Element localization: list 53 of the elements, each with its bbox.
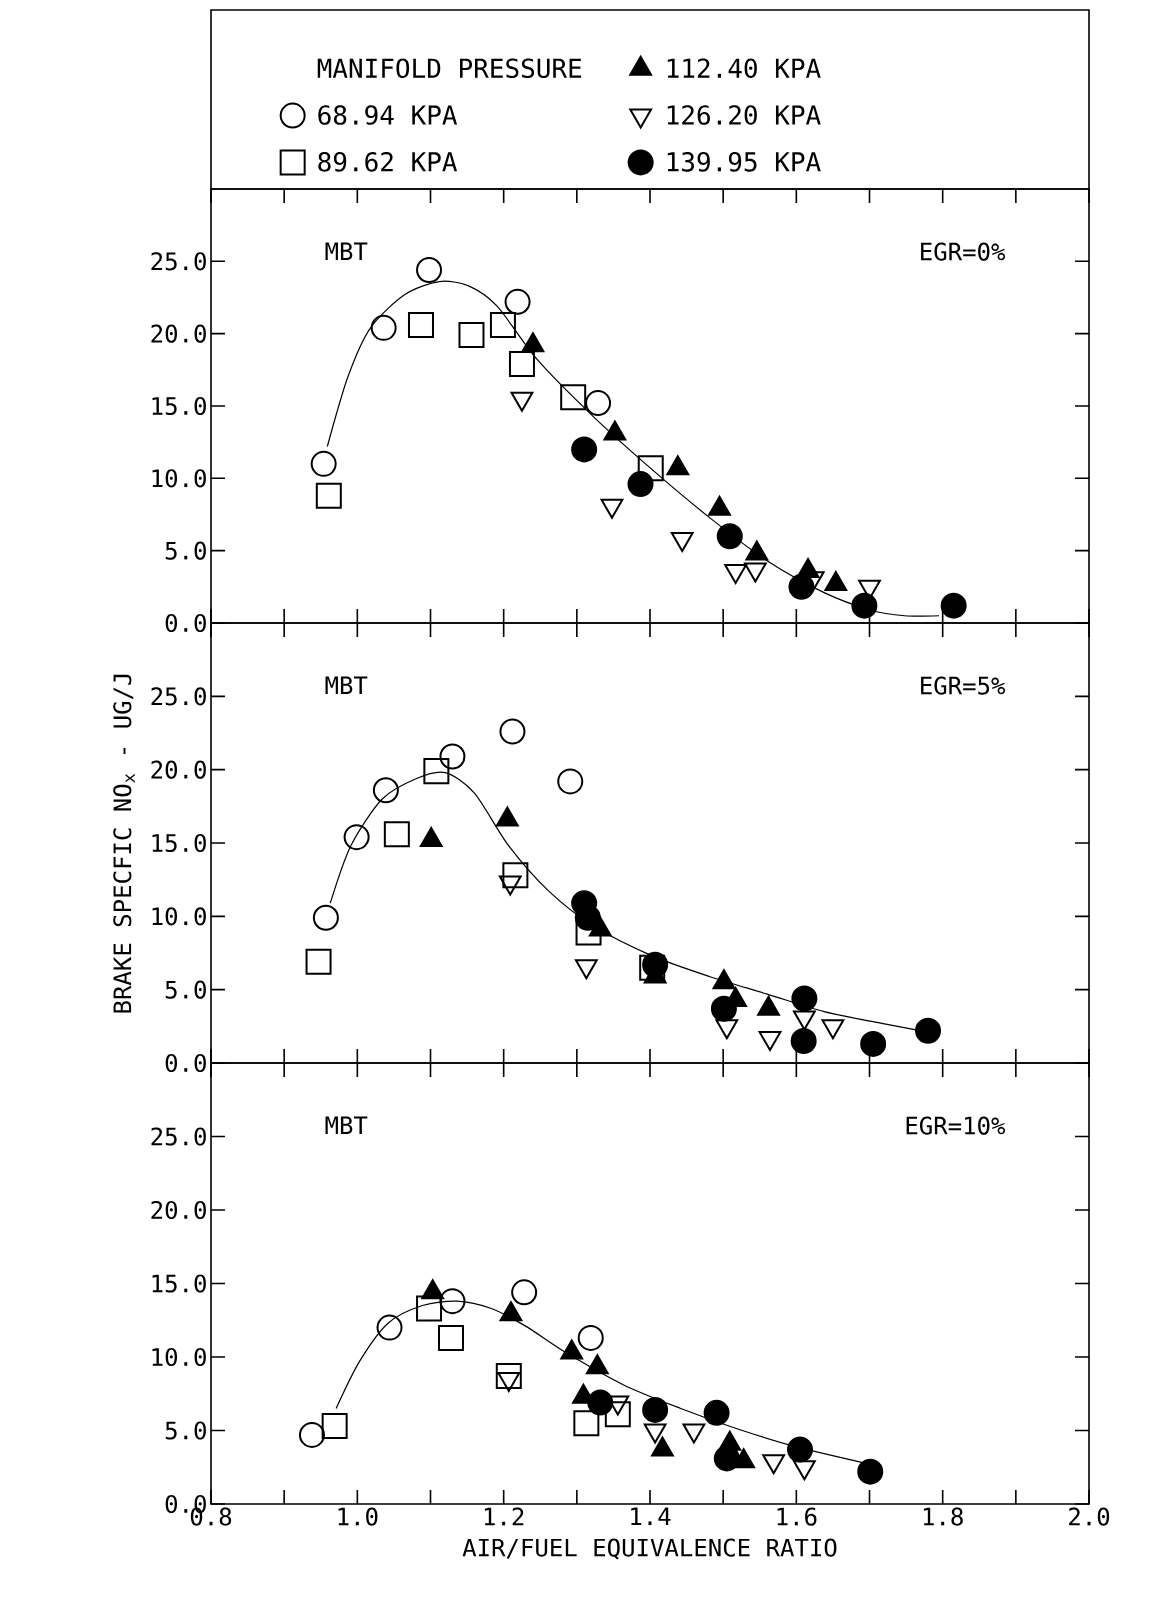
y-tick-label: 25.0: [151, 1127, 206, 1146]
point: [499, 718, 526, 745]
y-tick-label: 10.0: [152, 1347, 206, 1367]
y-tick-label: 15.0: [152, 396, 206, 416]
y-tick-label: 25.0: [151, 687, 206, 706]
point: [860, 1030, 887, 1057]
x-tick-label: 1.8: [923, 1507, 963, 1526]
point: [791, 985, 818, 1012]
point: [343, 824, 370, 851]
x-tick-label: 1.0: [338, 1507, 378, 1526]
y-tick-label: 0.0: [165, 613, 206, 633]
y-tick-label: 15.0: [152, 1274, 206, 1293]
point: [439, 743, 466, 770]
y-tick-label: 10.0: [152, 469, 206, 488]
point: [372, 777, 399, 804]
y-tick-label: 15.0: [152, 833, 206, 853]
point: [312, 904, 339, 931]
x-tick-label: 2.0: [1069, 1507, 1110, 1526]
point: [557, 768, 584, 795]
y-tick-label: 5.0: [165, 1421, 206, 1440]
point: [790, 1027, 817, 1054]
annotation: MBT: [325, 1116, 368, 1135]
annotation: MBT: [325, 676, 368, 695]
y-tick-label: 20.0: [151, 760, 206, 779]
x-tick-label: 1.6: [777, 1507, 817, 1526]
y-tick-label: 5.0: [165, 541, 206, 560]
point: [502, 862, 529, 889]
x-tick-label: 1.2: [484, 1507, 524, 1526]
y-tick-label: 10.0: [152, 907, 206, 926]
x-tick-label: 1.4: [631, 1507, 671, 1526]
point: [915, 1017, 942, 1044]
legend-title: MANIFOLD PRESSURE: [317, 58, 582, 79]
y-axis-title: BRAKE SPECFIC NO$_{x}$ - UG/J: [113, 674, 135, 1013]
y-tick-label: 0.0: [165, 1053, 206, 1073]
legend-label: 68.94 KPA: [318, 105, 458, 125]
y-tick-label: 20.0: [151, 1200, 206, 1220]
point: [710, 995, 737, 1022]
point: [383, 821, 410, 848]
x-axis-title: AIR/FUEL EQUIVALENCE RATIO: [462, 1538, 837, 1560]
y-tick-label: 5.0: [165, 980, 206, 999]
annotation: MBT: [325, 242, 368, 261]
legend-label: 89.62 KPA: [318, 151, 458, 172]
point: [574, 904, 601, 931]
point: [423, 758, 450, 785]
annotation: EGR=5%: [921, 676, 1006, 695]
legend-label: 139.95 KPA: [667, 151, 821, 172]
annotation: EGR=0%: [921, 242, 1006, 261]
point: [305, 948, 332, 975]
y-tick-label: 25.0: [151, 252, 206, 271]
annotation: EGR=10%: [906, 1116, 1006, 1135]
legend-label: 126.20 KPA: [667, 105, 821, 125]
y-tick-label: 20.0: [151, 324, 206, 343]
legend-label: 112.40 KPA: [667, 58, 821, 79]
